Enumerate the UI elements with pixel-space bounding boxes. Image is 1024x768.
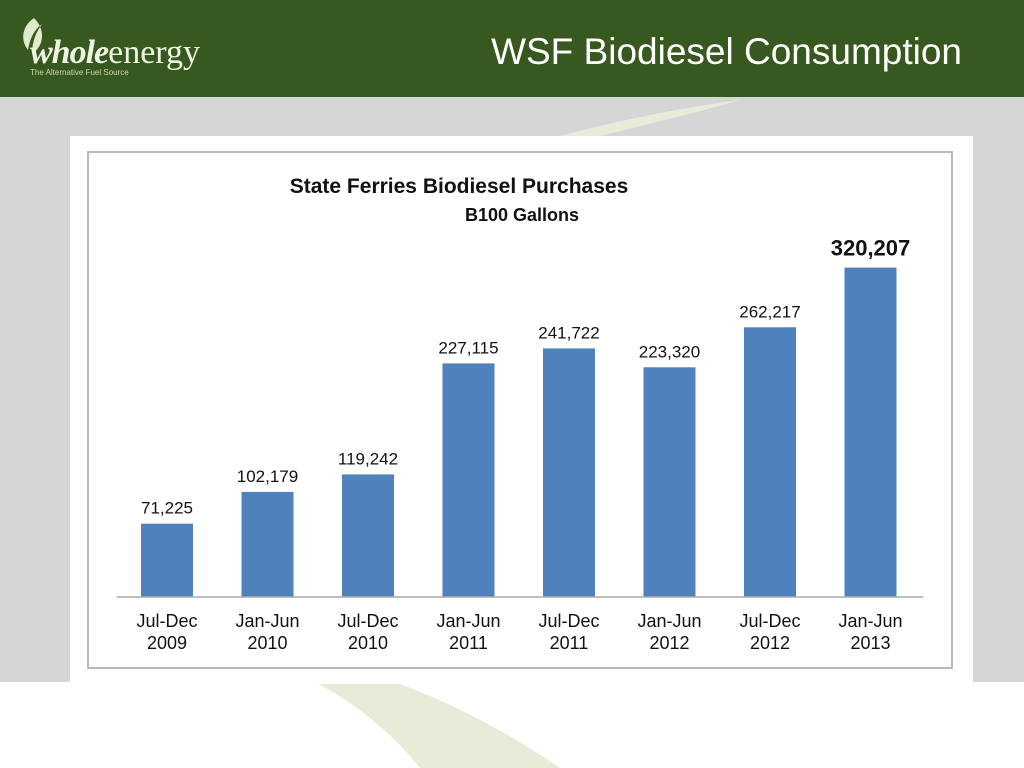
x-tick-label-7-1: 2013 [850, 633, 890, 653]
logo-word-energy: energy [108, 34, 201, 71]
chart-title: State Ferries Biodiesel Purchases [290, 175, 629, 198]
logo-wordmark: wholeenergy [30, 36, 200, 70]
bar-7 [844, 267, 897, 597]
x-tick-label-6-0: Jul-Dec [739, 611, 800, 631]
leaf-icon [23, 18, 43, 54]
bar-group: 71,225 102,179 119,242 227,115 241,722 223,32… [141, 236, 910, 597]
bar-0 [141, 523, 193, 597]
data-label-4: 241,722 [538, 323, 599, 342]
x-tick-label-5-0: Jan-Jun [637, 611, 701, 631]
data-label-7: 320,207 [831, 236, 911, 261]
x-tick-label-5-1: 2012 [649, 633, 689, 653]
x-tick-label-6-1: 2012 [750, 633, 790, 653]
x-tick-label-2-1: 2010 [348, 633, 388, 653]
x-tick-label-0-0: Jul-Dec [136, 611, 197, 631]
data-label-5: 223,320 [639, 342, 700, 361]
bar-5 [643, 367, 696, 597]
x-tick-label-1-0: Jan-Jun [235, 611, 299, 631]
x-tick-label-4-1: 2011 [550, 633, 589, 653]
bar-1 [241, 491, 294, 597]
x-tick-label-3-0: Jan-Jun [436, 611, 500, 631]
bar-4 [543, 348, 595, 597]
x-tick-group: Jul-Dec2009Jan-Jun2010Jul-Dec2010Jan-Jun… [136, 611, 902, 653]
x-tick-label-1-1: 2010 [247, 633, 287, 653]
company-logo: wholeenergy The Alternative Fuel Source [16, 16, 216, 82]
slide-title: WSF Biodiesel Consumption [491, 31, 962, 72]
data-label-2: 119,242 [338, 449, 398, 468]
data-label-6: 262,217 [739, 302, 800, 321]
x-tick-label-3-1: 2011 [449, 633, 488, 653]
chart-frame [87, 151, 953, 669]
bar-chart: State Ferries Biodiesel Purchases B100 G… [117, 175, 923, 653]
x-tick-label-4-0: Jul-Dec [538, 611, 599, 631]
bar-3 [442, 363, 495, 597]
logo-tagline: The Alternative Fuel Source [30, 68, 129, 77]
data-label-1: 102,179 [237, 467, 298, 486]
x-tick-label-0-1: 2009 [147, 633, 187, 653]
x-tick-label-7-0: Jan-Jun [838, 611, 902, 631]
bar-2 [342, 474, 394, 597]
chart-subtitle: B100 Gallons [465, 205, 579, 225]
x-tick-label-2-0: Jul-Dec [337, 611, 398, 631]
slide-header: wholeenergy The Alternative Fuel Source … [0, 0, 1024, 97]
logo-word-whole: whole [30, 34, 109, 71]
data-label-0: 71,225 [141, 499, 193, 518]
bar-6 [744, 327, 796, 597]
data-label-3: 227,115 [438, 338, 498, 357]
